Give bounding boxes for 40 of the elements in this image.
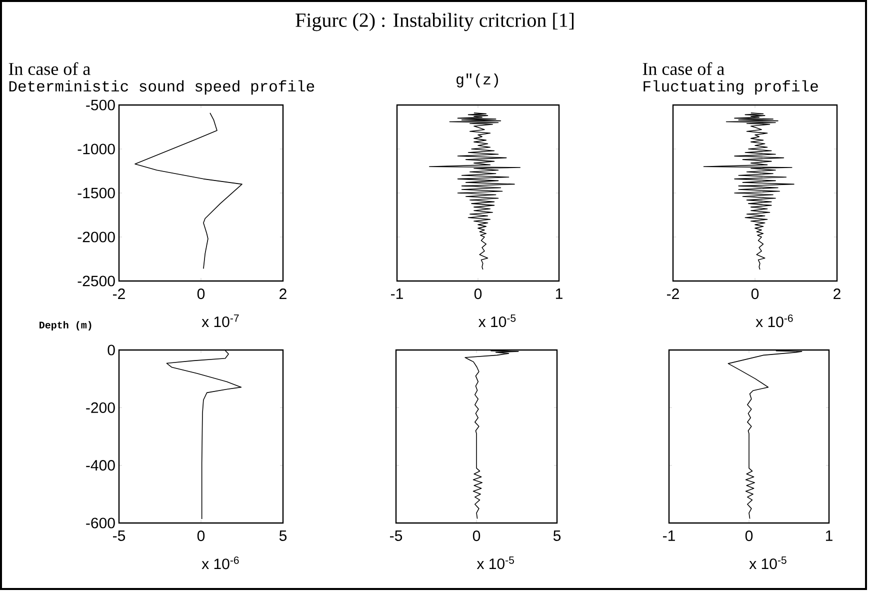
x-tick-label: 2 (280, 288, 286, 299)
x-tick-label: -2 (667, 288, 679, 299)
y-tick-label: -200 (86, 402, 115, 413)
x-axis-title: x 10$^{-5}$ (478, 314, 516, 328)
x-axis-title: x 10$^{-6}$ (756, 314, 793, 328)
x-tick-label: 0 (197, 288, 205, 300)
x-tick-label: -1 (391, 288, 403, 299)
y-tick-label: 0 (108, 344, 115, 356)
text: In case of a (642, 62, 724, 76)
x-tick-label: 5 (279, 530, 287, 541)
x-tick-label: -1 (663, 530, 675, 541)
y-tick-label: -1500 (78, 188, 115, 198)
x-axis-title: x 10$^{-5}$ (476, 556, 514, 570)
chart-title: Figurc (2) : Instability critcrion [1] (296, 12, 574, 32)
x-tick-label: 0 (197, 530, 205, 542)
chart-subtitle: g"(z) (456, 74, 498, 88)
x-tick-label: 0 (751, 288, 759, 300)
y-tick-label: -1000 (78, 144, 115, 154)
x-tick-label: 0 (472, 530, 480, 542)
x-axis-title: x 10$^{-6}$ (202, 556, 239, 570)
y-tick-label: -400 (86, 460, 115, 471)
y-tick-label: -2000 (78, 232, 115, 242)
x-tick-label: 0 (745, 530, 753, 542)
x-tick-label: -5 (113, 530, 126, 541)
x-axis-title: x 10$^{-7}$ (202, 314, 239, 328)
text: Fluctuating profile (644, 80, 818, 95)
x-tick-label: 1 (826, 530, 832, 541)
x-tick-label: -2 (113, 288, 125, 299)
x-tick-label: 2 (834, 288, 840, 299)
y-tick-label: -600 (86, 518, 115, 528)
y-axis-title: Depth (m) (40, 321, 92, 330)
x-axis-title: x 10$^{-5}$ (749, 556, 786, 570)
y-tick-label: -500 (86, 100, 115, 110)
x-tick-label: 5 (553, 530, 561, 541)
y-tick-label: -2500 (78, 276, 115, 286)
x-tick-label: 1 (556, 288, 562, 299)
x-tick-label: 0 (474, 288, 482, 300)
x-tick-label: -5 (390, 530, 402, 541)
text: Deterministic sound speed profile (9, 80, 314, 95)
text: In case of a (8, 62, 90, 76)
